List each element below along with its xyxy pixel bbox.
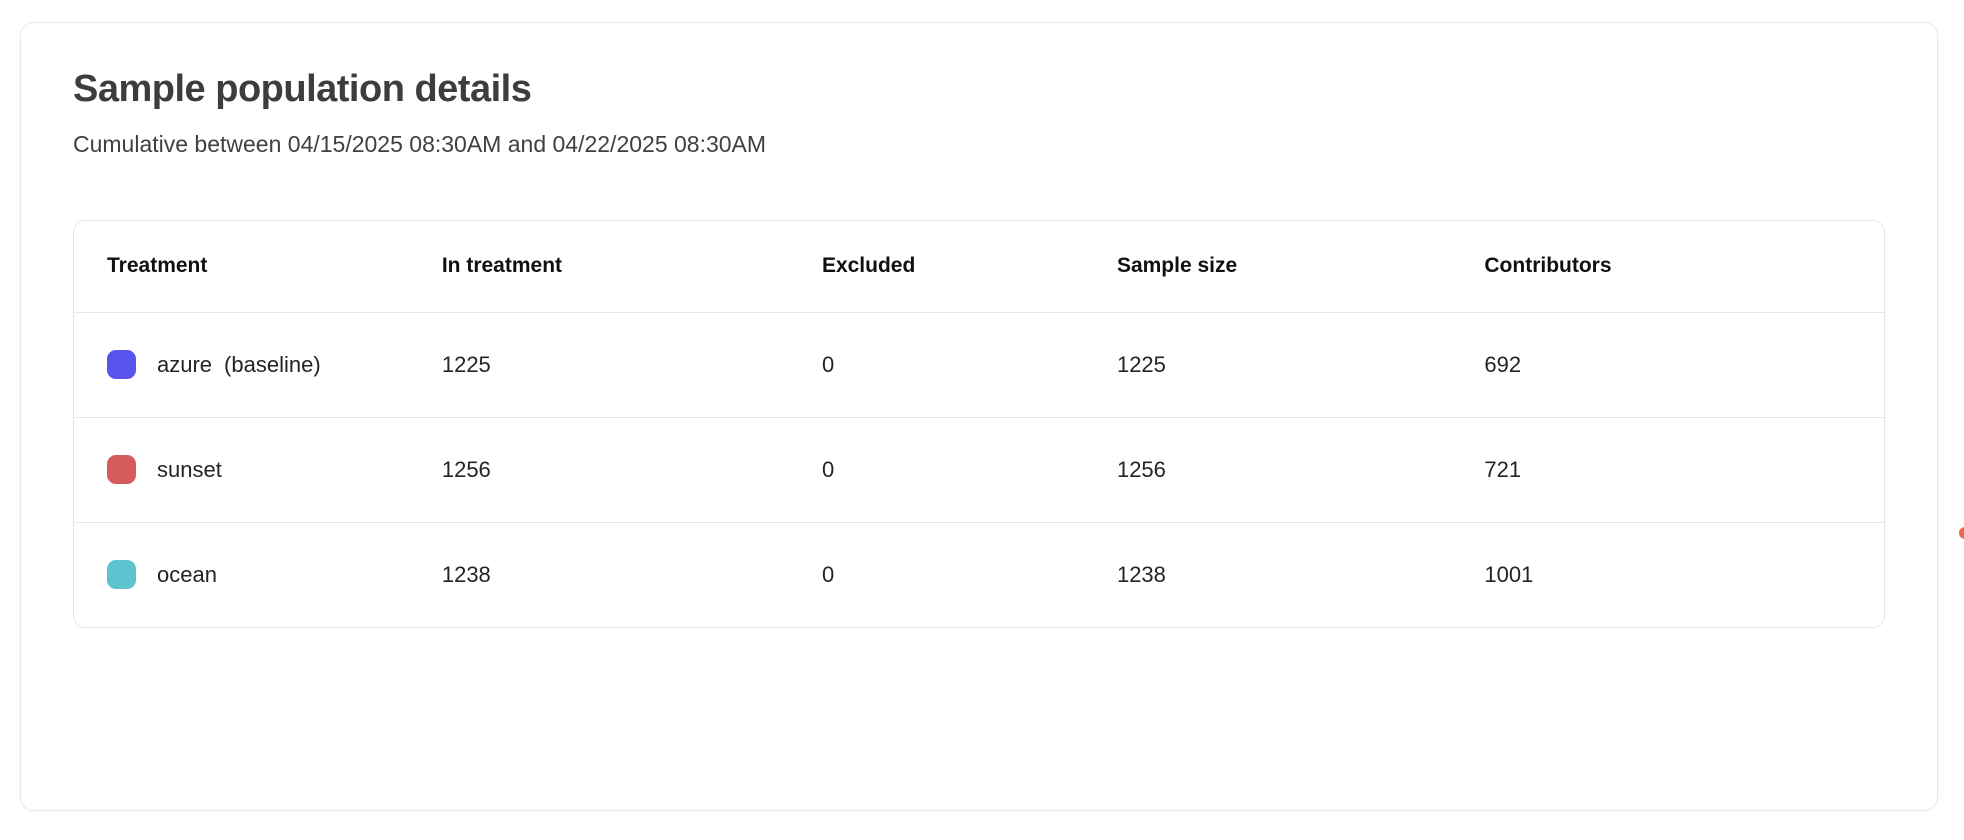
population-table-frame: Treatment In treatment Excluded Sample s… [73,219,1885,628]
treatment-color-swatch [107,455,136,485]
column-header-sample-size: Sample size [1083,220,1452,313]
contributors-cell: 692 [1451,312,1884,417]
column-header-in-treatment: In treatment [408,220,789,313]
treatment-cell: sunset [74,416,409,522]
in-treatment-cell: 1256 [408,416,789,522]
edge-clipped-dot [1959,527,1964,539]
treatment-name: ocean [157,561,217,587]
table-row: ocean 1238 0 1238 1001 [74,521,1884,627]
treatment-name: azure [157,351,213,377]
sample-size-cell: 1238 [1083,521,1452,627]
treatment-color-swatch [107,560,136,590]
in-treatment-cell: 1225 [408,312,789,417]
column-header-contributors: Contributors [1451,220,1884,313]
treatment-cell: azure (baseline) [74,312,409,417]
sample-population-card: Sample population details Cumulative bet… [20,22,1938,811]
contributors-cell: 721 [1451,416,1884,522]
table-row: sunset 1256 0 1256 721 [74,416,1884,522]
in-treatment-cell: 1238 [408,521,789,627]
column-header-treatment: Treatment [74,220,409,313]
treatment-baseline-label: (baseline) [224,351,321,377]
population-table: Treatment In treatment Excluded Sample s… [74,220,1884,627]
table-header-row: Treatment In treatment Excluded Sample s… [74,220,1884,313]
treatment-cell: ocean [74,521,409,627]
treatment-color-swatch [107,350,136,380]
sample-size-cell: 1256 [1083,416,1452,522]
contributors-cell: 1001 [1451,521,1884,627]
excluded-cell: 0 [788,521,1084,627]
treatment-name: sunset [157,456,222,482]
date-range-subtitle: Cumulative between 04/15/2025 08:30AM an… [73,130,767,157]
column-header-excluded: Excluded [788,220,1084,313]
table-row: azure (baseline) 1225 0 1225 692 [74,312,1884,417]
excluded-cell: 0 [788,312,1084,417]
sample-size-cell: 1225 [1083,312,1452,417]
page-title: Sample population details [73,68,532,110]
excluded-cell: 0 [788,416,1084,522]
